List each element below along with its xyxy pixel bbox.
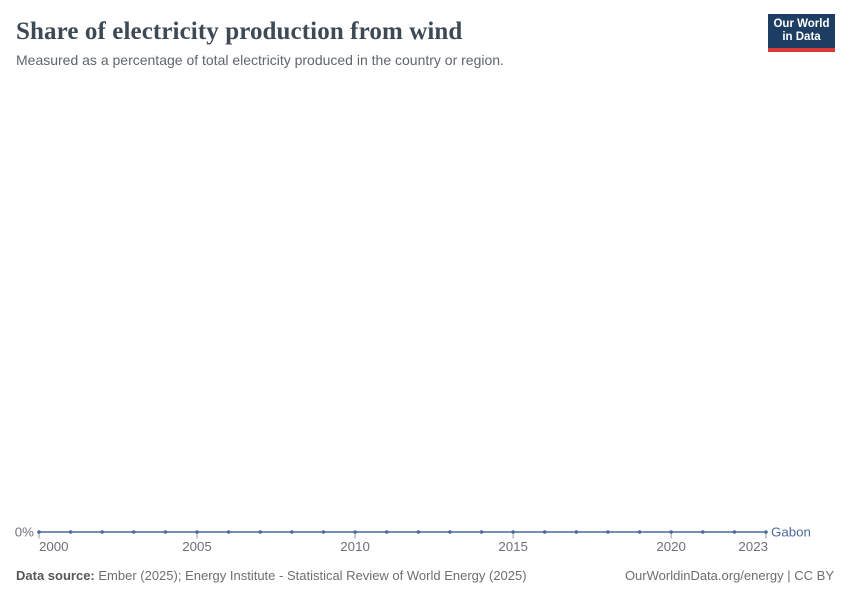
- chart-subtitle: Measured as a percentage of total electr…: [16, 52, 504, 68]
- data-point-marker[interactable]: [226, 530, 231, 534]
- chart-title: Share of electricity production from win…: [16, 18, 463, 45]
- series-end-label[interactable]: Gabon: [771, 525, 811, 540]
- y-tick-label: 0%: [15, 525, 34, 540]
- data-point-marker[interactable]: [353, 530, 357, 534]
- data-source-note: Data source: Ember (2025); Energy Instit…: [16, 568, 527, 584]
- x-tick-label: 2000: [39, 539, 69, 554]
- x-tick-label: 2020: [656, 539, 686, 554]
- data-point-marker[interactable]: [700, 530, 705, 534]
- data-point-marker[interactable]: [100, 530, 105, 534]
- x-tick-label: 2023: [738, 539, 768, 554]
- data-point-marker[interactable]: [163, 530, 168, 534]
- x-tick-labels: 2000 2005 2010 2015 2020 2023: [39, 539, 768, 554]
- data-point-marker[interactable]: [68, 530, 73, 534]
- data-point-marker[interactable]: [321, 530, 326, 534]
- data-point-marker[interactable]: [732, 530, 737, 534]
- data-source-label: Data source:: [16, 568, 95, 583]
- x-tick-marks: [38, 533, 767, 539]
- data-point-marker[interactable]: [511, 530, 515, 534]
- data-point-marker[interactable]: [542, 530, 547, 534]
- owid-logo[interactable]: Our World in Data: [768, 14, 835, 52]
- data-point-marker[interactable]: [258, 530, 263, 534]
- data-point-marker[interactable]: [416, 530, 421, 534]
- data-point-marker[interactable]: [132, 530, 136, 534]
- data-point-marker[interactable]: [384, 530, 389, 534]
- series-markers[interactable]: [37, 530, 768, 534]
- data-point-marker[interactable]: [669, 530, 673, 534]
- chart-header: Share of electricity production from win…: [16, 17, 750, 68]
- y-tick-labels: 0%: [15, 525, 34, 540]
- x-tick-label: 2005: [182, 539, 212, 554]
- owid-logo-line2: in Data: [782, 31, 821, 43]
- data-point-marker[interactable]: [764, 530, 768, 534]
- series-end-labels[interactable]: Gabon: [771, 525, 811, 540]
- data-point-marker[interactable]: [37, 530, 41, 534]
- owid-logo-line1: Our World: [773, 18, 830, 30]
- data-point-marker[interactable]: [448, 530, 452, 534]
- owid-url-link[interactable]: OurWorldinData.org/energy | CC BY: [624, 568, 834, 583]
- x-tick-label: 2010: [340, 539, 370, 554]
- data-point-marker[interactable]: [637, 530, 642, 534]
- chart-footer: Data source: Ember (2025); Energy Instit…: [16, 568, 834, 584]
- data-point-marker[interactable]: [195, 530, 199, 534]
- data-source-text: Ember (2025); Energy Institute - Statist…: [94, 568, 527, 583]
- data-point-marker[interactable]: [574, 530, 579, 534]
- data-point-marker[interactable]: [290, 530, 294, 534]
- x-tick-label: 2015: [498, 539, 528, 554]
- data-point-marker[interactable]: [606, 530, 610, 534]
- data-point-marker[interactable]: [479, 530, 484, 534]
